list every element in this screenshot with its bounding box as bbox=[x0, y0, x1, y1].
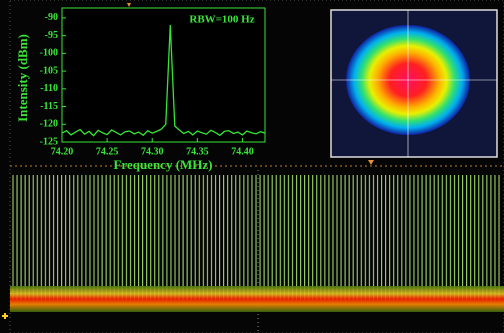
y-tick-label: -120 bbox=[40, 119, 58, 130]
y-tick-label: -100 bbox=[40, 48, 58, 59]
y-tick-label: -110 bbox=[40, 83, 58, 94]
spectrum-line bbox=[61, 24, 266, 137]
plot-frame bbox=[61, 7, 266, 143]
y-tick-label: -125 bbox=[40, 136, 58, 147]
ground-marker bbox=[2, 313, 8, 319]
y-axis-label: Intensity (dBm) bbox=[15, 34, 30, 122]
x-tick-label: 74.35 bbox=[186, 146, 209, 157]
x-tick-label: 74.25 bbox=[96, 146, 119, 157]
pulse-band bbox=[10, 286, 504, 312]
spectrum-plot: RBW=100 Hz Frequency (MHz) Intensity (dB… bbox=[15, 7, 266, 172]
annotation: RBW=100 Hz bbox=[189, 14, 254, 26]
y-tick-label: -95 bbox=[45, 30, 58, 41]
y-tick-label: -115 bbox=[40, 101, 58, 112]
y-tick-label: -90 bbox=[45, 12, 58, 23]
x-tick-label: 74.20 bbox=[51, 146, 74, 157]
y-tick-label: -105 bbox=[40, 65, 58, 76]
x-tick-label: 74.40 bbox=[231, 146, 254, 157]
x-axis-label: Frequency (MHz) bbox=[113, 157, 212, 172]
x-tick-label: 74.30 bbox=[141, 146, 164, 157]
